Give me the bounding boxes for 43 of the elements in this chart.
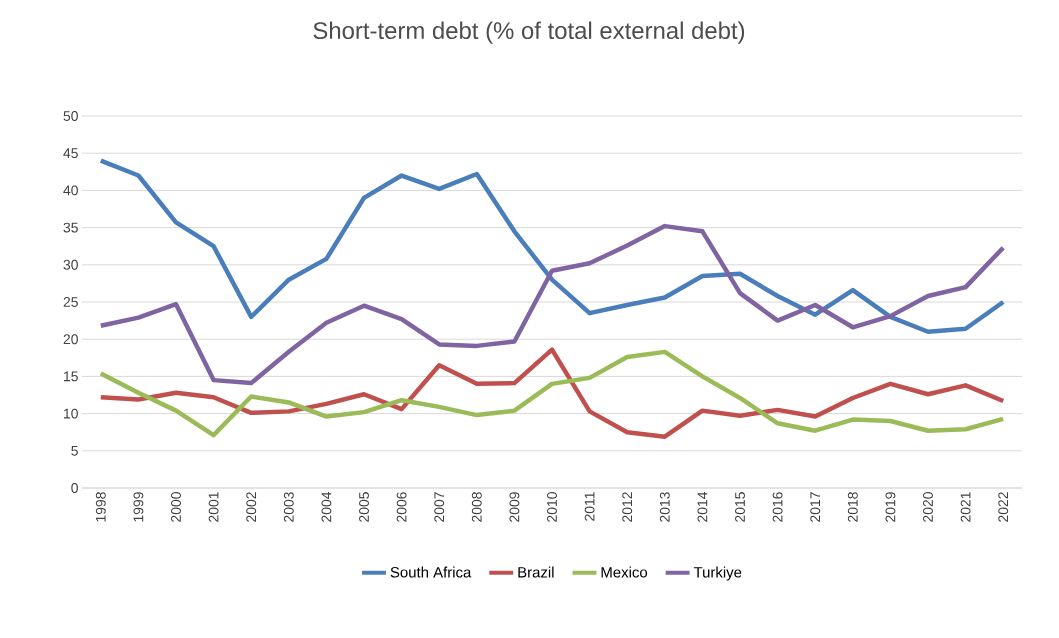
x-tick-label: 2017 [810,492,821,522]
y-tick-label: 15 [64,371,78,382]
x-tick-label: 2016 [772,492,783,522]
x-tick-label: 2015 [735,492,745,522]
legend-label: Mexico [601,566,648,578]
legend-label: Brazil [518,566,554,578]
x-tick-label: 2010 [547,492,557,522]
x-tick-label: 2019 [885,492,896,522]
x-tick-label: 2018 [847,492,858,522]
x-tick-label: 2003 [283,492,294,522]
line-series [98,158,1006,334]
y-tick-label: 0 [71,483,78,493]
y-tick-label: 25 [63,297,78,307]
x-tick-label: 2006 [396,492,407,522]
x-tick-label: 2012 [622,492,633,522]
y-tick-label: 40 [63,185,78,196]
y-tick-label: 20 [63,334,78,345]
x-tick-label: 2001 [208,492,219,522]
y-tick-label: 5 [71,445,78,456]
x-tick-label: 2005 [359,492,369,522]
x-tick-label: 2000 [171,492,181,522]
legend-label: South Africa [390,566,472,578]
x-tick-label: 2020 [923,492,933,522]
x-tick-label: 2008 [471,492,482,522]
x-tick-label: 2013 [659,492,670,522]
x-tick-label: 2007 [434,492,445,522]
x-tick-label: 2011 [584,492,595,521]
y-tick-label: 10 [64,408,78,419]
x-tick-label: 2014 [697,491,708,522]
chart-title: Short-term debt (% of total external debt) [313,21,745,44]
y-tick-label: 45 [63,148,78,159]
x-tick-label: 2002 [246,492,257,522]
x-tick-label: 2009 [509,492,520,522]
y-tick-label: 30 [63,259,78,270]
x-tick-label: 2021 [960,492,971,522]
x-tick-label: 1999 [133,492,144,522]
x-tick-label: 2022 [998,492,1009,522]
y-tick-label: 50 [63,111,78,121]
line-series [98,223,1006,386]
y-tick-label: 35 [63,222,78,233]
x-tick-label: 2004 [321,491,332,522]
legend-label: Turkiye [693,566,742,581]
x-tick-label: 1998 [95,492,106,522]
